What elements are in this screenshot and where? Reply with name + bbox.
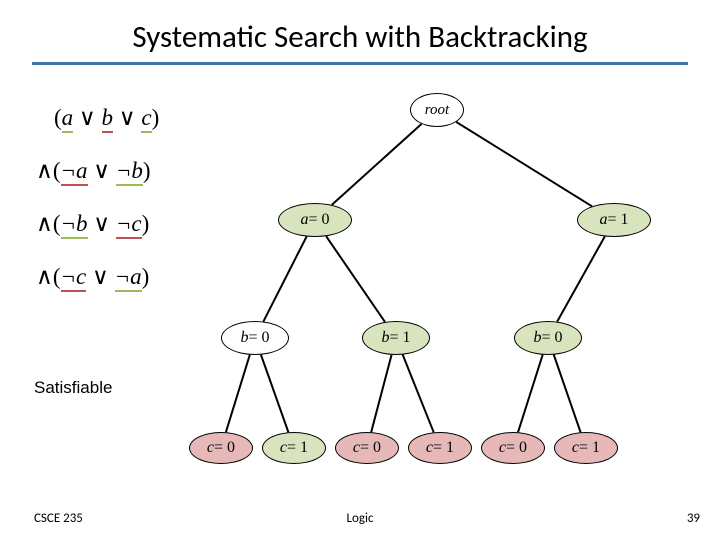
tree-node-a0: a = 0 — [278, 203, 352, 237]
tree-node-a1: a = 1 — [577, 203, 651, 237]
title-rule — [32, 62, 688, 65]
tree-node-b1: b = 1 — [362, 321, 430, 355]
tree-node-c0a: c = 0 — [189, 432, 253, 464]
slide-title: Systematic Search with Backtracking — [0, 18, 720, 56]
tree-node-c0b: c = 0 — [335, 432, 399, 464]
tree-node-c0c: c = 0 — [481, 432, 545, 464]
tree-node-c1c: c = 1 — [554, 432, 618, 464]
formula-clause: ∧(¬c ∨ ¬a) — [36, 264, 149, 290]
tree-node-b0l: b = 0 — [221, 321, 289, 355]
footer-page-number: 39 — [687, 511, 700, 526]
footer-topic: Logic — [0, 511, 720, 526]
formula-clause: ∧(¬a ∨ ¬b) — [36, 158, 151, 184]
formula-clause: (a ∨ b ∨ c) — [54, 105, 159, 131]
tree-node-b0r: b = 0 — [514, 321, 582, 355]
tree-node-root: root — [410, 93, 464, 127]
formula-clause: ∧(¬b ∨ ¬c) — [36, 211, 149, 237]
tree-node-c1a: c = 1 — [262, 432, 326, 464]
tree-node-c1b: c = 1 — [408, 432, 472, 464]
satisfiable-label: Satisfiable — [34, 378, 112, 398]
